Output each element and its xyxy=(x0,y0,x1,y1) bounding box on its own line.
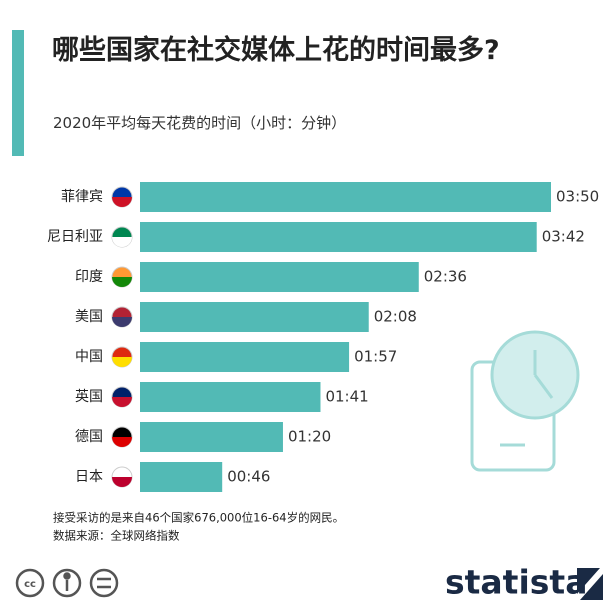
bar xyxy=(140,382,321,412)
bar xyxy=(140,342,350,372)
bar xyxy=(140,222,537,252)
cc-icon: cc xyxy=(24,579,36,590)
flag-icon xyxy=(112,317,132,327)
note: 接受采访的是来自46个国家676,000位16-64岁的网民。 xyxy=(53,511,344,525)
flag-icon xyxy=(112,237,132,247)
category-label: 德国 xyxy=(75,429,103,445)
value-label: 00:46 xyxy=(227,468,270,486)
license-icons xyxy=(15,568,119,598)
value-label: 03:42 xyxy=(542,228,585,246)
bar xyxy=(140,182,551,212)
bar xyxy=(140,302,369,332)
flag-icon xyxy=(112,357,132,367)
clock-illustration xyxy=(470,330,580,472)
value-label: 01:41 xyxy=(325,388,368,406)
source: 数据来源：全球网络指数 xyxy=(53,529,180,543)
chart-title: 哪些国家在社交媒体上花的时间最多? xyxy=(52,35,500,66)
chart-subtitle: 2020年平均每天花费的时间（小时：分钟） xyxy=(53,114,347,132)
category-label: 美国 xyxy=(75,309,103,325)
brand-logo: statista xyxy=(445,563,587,602)
brand-mark xyxy=(577,568,603,600)
value-label: 02:08 xyxy=(374,308,417,326)
category-label: 尼日利亚 xyxy=(47,229,103,245)
bar xyxy=(140,422,283,452)
category-label: 中国 xyxy=(75,349,103,365)
flag-icon xyxy=(112,277,132,287)
flag-icon xyxy=(112,397,132,407)
value-label: 03:50 xyxy=(556,188,599,206)
flag-icon xyxy=(112,197,132,207)
accent-bar xyxy=(12,30,24,156)
bar xyxy=(140,462,223,492)
category-label: 印度 xyxy=(75,269,103,285)
flag-icon xyxy=(112,437,132,447)
value-label: 01:20 xyxy=(288,428,331,446)
flag-icon xyxy=(112,477,132,487)
value-label: 02:36 xyxy=(424,268,467,286)
bar xyxy=(140,262,419,292)
category-label: 菲律宾 xyxy=(61,189,103,205)
category-label: 英国 xyxy=(75,388,103,405)
value-label: 01:57 xyxy=(354,348,397,366)
category-label: 日本 xyxy=(75,469,103,485)
